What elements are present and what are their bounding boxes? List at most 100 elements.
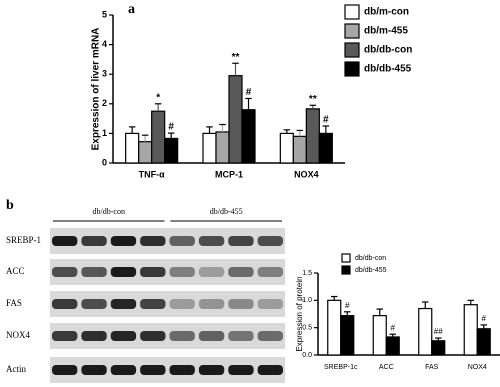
y-axis-label: Expression of protein [295, 276, 304, 351]
blot-band [110, 267, 137, 277]
blot-band [198, 365, 225, 375]
blot-band [110, 331, 137, 341]
blot-band [140, 267, 166, 277]
significance-label: # [246, 87, 252, 98]
y-tick-label: 1.0 [302, 297, 312, 304]
y-tick-label: 3 [102, 69, 107, 79]
blot-band [110, 236, 137, 246]
bar [215, 131, 230, 164]
bar [318, 132, 333, 164]
blot-band [169, 365, 195, 375]
blot-band [81, 365, 107, 375]
y-axis-label: Expression of liver mRNA [91, 28, 102, 151]
legend-label: db/db-con [364, 45, 412, 56]
blot-group-label: db/db-con [93, 207, 125, 216]
blot-band [198, 331, 225, 341]
bar [431, 340, 446, 356]
bar [202, 132, 217, 164]
panel-label: b [6, 198, 14, 213]
blot-band [228, 365, 254, 375]
legend-label: db/db-con [355, 255, 386, 262]
panel-label: a [128, 2, 135, 17]
y-tick-label: 1.5 [302, 270, 312, 277]
bar [463, 304, 478, 356]
bar [476, 328, 491, 356]
bar [228, 75, 243, 164]
blot-band [110, 365, 137, 375]
x-tick-label: NOX4 [468, 364, 487, 371]
blot-band [52, 267, 78, 277]
bar [279, 132, 294, 164]
legend-swatch [341, 265, 351, 275]
x-tick-label: FAS [425, 364, 439, 371]
y-tick-label: 1 [102, 128, 107, 138]
bar [327, 299, 342, 356]
blot-row-label: Actin [6, 364, 26, 374]
blot-band [198, 236, 225, 246]
bar [385, 336, 400, 356]
bar [125, 132, 140, 164]
blot-band [257, 236, 283, 246]
y-tick-label: 0.5 [302, 325, 312, 332]
blot-band [140, 365, 166, 375]
x-tick-label: TNF-α [139, 169, 165, 179]
x-tick-label: MCP-1 [215, 169, 243, 179]
blot-band [169, 299, 195, 309]
blot-band [257, 267, 283, 277]
blot-band [169, 331, 195, 341]
bar [372, 315, 387, 356]
blot-band [140, 236, 166, 246]
blot-row-label: SREBP-1 [6, 235, 41, 245]
blot-band [81, 299, 107, 309]
y-tick-label: 0.0 [302, 352, 312, 359]
significance-label: ## [434, 327, 443, 336]
blot-band [228, 331, 254, 341]
blot-band [140, 299, 166, 309]
significance-label: ** [232, 52, 240, 63]
significance-label: # [168, 122, 174, 133]
blot-band [257, 365, 283, 375]
blot-band [198, 267, 225, 277]
significance-label: ** [309, 94, 317, 105]
blot-band [169, 267, 195, 277]
blot-group-label: db/db-455 [210, 207, 243, 216]
legend-swatch [344, 4, 360, 20]
blot-band [81, 236, 107, 246]
blot-band [110, 299, 137, 309]
legend-label: db/m-con [364, 7, 409, 18]
bar [164, 137, 179, 164]
bar [305, 108, 320, 164]
bar [138, 141, 153, 164]
blot-band [52, 365, 78, 375]
significance-label: # [345, 301, 350, 310]
legend-label: db/db-455 [364, 64, 412, 75]
significance-label: # [482, 314, 487, 323]
x-tick-label: NOX4 [294, 169, 319, 179]
x-tick-label: ACC [379, 364, 394, 371]
significance-label: * [156, 92, 160, 103]
blot-band [228, 299, 254, 309]
y-tick-label: 4 [102, 39, 107, 49]
blot-band [257, 299, 283, 309]
legend-swatch [341, 253, 351, 263]
bar [292, 135, 307, 164]
blot-row-label: FAS [6, 298, 22, 308]
blot-band [52, 236, 78, 246]
significance-label: # [391, 323, 396, 332]
bar [151, 110, 166, 164]
blot-band [228, 267, 254, 277]
y-tick-label: 2 [102, 98, 107, 108]
y-tick-label: 0 [102, 157, 107, 167]
blot-band [52, 331, 78, 341]
blot-band [81, 267, 107, 277]
blot-row-label: NOX4 [6, 330, 30, 340]
blot-band [81, 331, 107, 341]
legend-swatch [344, 23, 360, 39]
blot-row-label: ACC [6, 266, 25, 276]
significance-label: # [323, 115, 329, 126]
blot-band [228, 236, 254, 246]
legend-swatch [344, 42, 360, 58]
legend-label: db/db-455 [355, 267, 387, 274]
bar [241, 109, 256, 164]
